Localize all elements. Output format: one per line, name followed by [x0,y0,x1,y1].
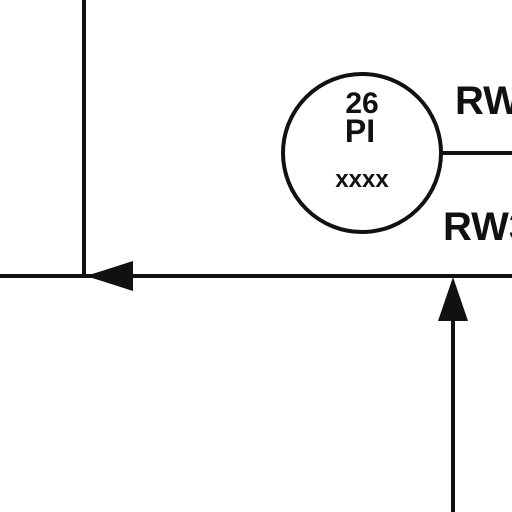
flow-arrow-left [86,261,133,291]
instrument-function-code: PI [345,113,375,149]
instrument-tag-suffix: xxxx [335,166,389,193]
line-label-rw3: RW3 [443,205,512,249]
line-label-rw2: RW2 [455,79,512,123]
flow-arrow-up [438,277,468,321]
instrument-loop-number: 26 [345,87,378,120]
